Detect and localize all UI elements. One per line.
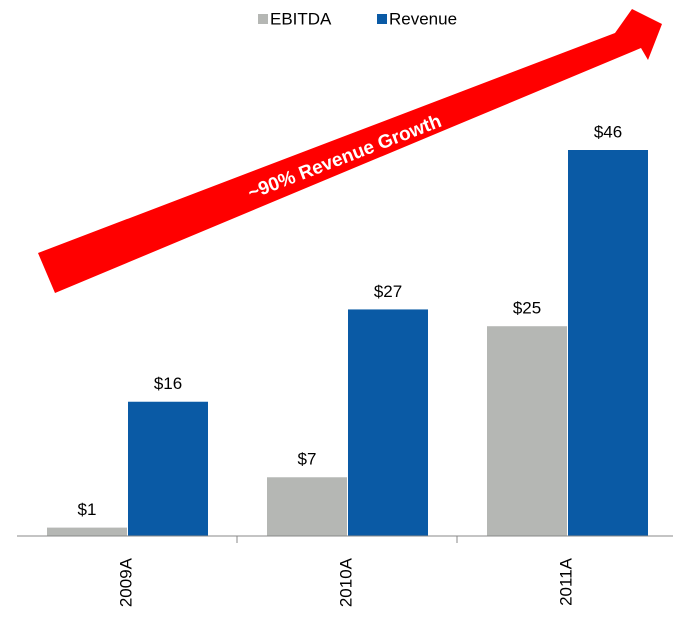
value-label: $1 xyxy=(78,500,97,519)
value-label: $16 xyxy=(154,374,182,393)
bar xyxy=(267,477,347,536)
bar xyxy=(128,401,208,536)
legend-swatch xyxy=(258,14,268,24)
bar xyxy=(348,309,428,536)
growth-arrow xyxy=(38,9,662,293)
bar xyxy=(568,150,648,536)
bar xyxy=(47,527,127,536)
value-label: $46 xyxy=(594,122,622,141)
legend-swatch xyxy=(377,14,387,24)
value-label: $7 xyxy=(298,450,317,469)
value-label: $27 xyxy=(374,282,402,301)
legend-label: EBITDA xyxy=(270,9,332,28)
bar xyxy=(487,326,567,536)
x-tick-label: 2010A xyxy=(336,557,355,607)
x-tick-label: 2011A xyxy=(556,557,575,606)
annotation: ~90% Revenue Growth xyxy=(245,111,444,204)
x-tick-label: 2009A xyxy=(116,557,135,607)
legend-label: Revenue xyxy=(389,9,457,28)
value-label: $25 xyxy=(513,299,541,318)
